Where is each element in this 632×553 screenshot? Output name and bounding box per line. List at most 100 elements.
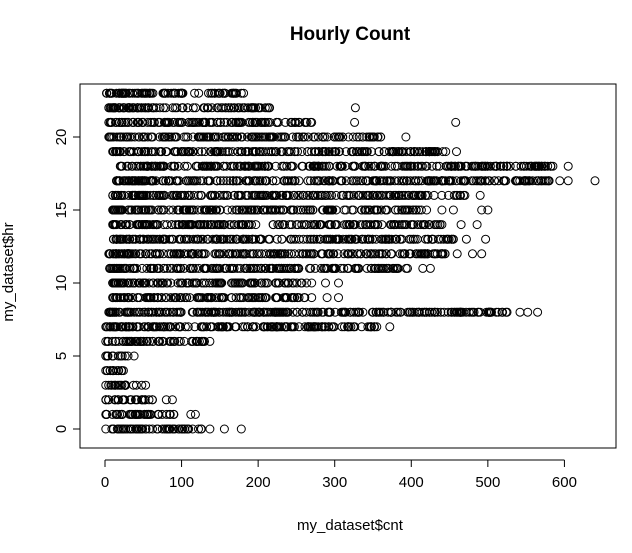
data-point [155, 234, 165, 244]
data-point [190, 409, 200, 419]
data-point [422, 205, 432, 215]
data-point [200, 117, 210, 127]
data-point [146, 117, 155, 127]
data-point [241, 205, 251, 215]
data-point [310, 190, 320, 200]
data-point [105, 88, 115, 98]
data-point [204, 161, 213, 171]
data-point [401, 147, 411, 157]
data-point [210, 278, 220, 288]
data-point [314, 220, 324, 230]
data-point [282, 161, 292, 171]
data-point [521, 176, 531, 186]
data-point [329, 322, 339, 332]
data-point [143, 161, 153, 171]
data-point [107, 424, 117, 434]
data-point [110, 278, 120, 288]
data-point [321, 278, 330, 288]
data-point [169, 249, 179, 259]
data-point [128, 322, 138, 332]
data-point [366, 161, 376, 171]
data-point [429, 147, 439, 157]
data-point [260, 132, 270, 142]
data-point [409, 220, 419, 230]
data-point [107, 117, 117, 127]
data-point [242, 234, 252, 244]
data-point [358, 220, 368, 230]
data-point [368, 234, 377, 244]
data-point [133, 220, 142, 230]
data-point [122, 132, 132, 142]
data-point [499, 161, 509, 171]
data-point [155, 336, 165, 346]
data-point [148, 424, 157, 434]
data-point [461, 307, 471, 317]
data-point [342, 220, 352, 230]
data-point [423, 234, 433, 244]
data-point [281, 132, 290, 142]
data-point [377, 220, 387, 230]
data-point [417, 307, 427, 317]
data-point [209, 220, 219, 230]
data-point [373, 263, 383, 273]
data-point [433, 234, 443, 244]
data-point [285, 220, 294, 230]
data-point [343, 263, 352, 273]
data-point [212, 103, 222, 113]
data-point [143, 132, 153, 142]
data-point [198, 234, 208, 244]
data-point [298, 132, 308, 142]
data-point [309, 220, 319, 230]
data-point [198, 161, 208, 171]
y-axis-label: my_dataset$hr [0, 222, 17, 321]
data-point [441, 176, 450, 186]
data-point [314, 147, 324, 157]
data-point [452, 249, 462, 259]
data-point [129, 263, 139, 273]
data-point [320, 147, 329, 157]
data-point [369, 176, 379, 186]
data-point [110, 103, 120, 113]
data-point [443, 234, 453, 244]
data-point [418, 263, 428, 273]
data-point [213, 322, 223, 332]
data-point [209, 147, 219, 157]
data-point [456, 220, 466, 230]
data-point [391, 205, 401, 215]
data-point [293, 132, 303, 142]
data-point [511, 176, 521, 186]
data-point [171, 220, 181, 230]
data-point [164, 322, 174, 332]
data-point [363, 234, 373, 244]
data-point [237, 307, 246, 317]
data-point [132, 322, 142, 332]
data-point [236, 147, 246, 157]
data-point [242, 322, 252, 332]
data-point [126, 424, 135, 434]
x-tick-label: 600 [552, 474, 577, 491]
data-point [237, 278, 247, 288]
data-point [128, 117, 138, 127]
data-point [456, 190, 466, 200]
data-point [341, 307, 351, 317]
data-point [249, 322, 259, 332]
data-point [116, 132, 125, 142]
data-point [170, 88, 180, 98]
x-tick-label: 0 [101, 474, 109, 491]
data-point [360, 205, 370, 215]
data-point [420, 190, 430, 200]
data-point [235, 176, 245, 186]
data-point [358, 307, 368, 317]
data-point [205, 293, 215, 303]
data-point [405, 307, 415, 317]
data-point [350, 117, 360, 127]
data-point [118, 366, 128, 376]
data-point [105, 263, 115, 273]
data-point [182, 278, 191, 288]
data-point [253, 263, 263, 273]
data-point [179, 336, 189, 346]
data-point [364, 161, 374, 171]
data-point [313, 176, 323, 186]
data-point [367, 249, 377, 259]
data-point [141, 249, 151, 259]
